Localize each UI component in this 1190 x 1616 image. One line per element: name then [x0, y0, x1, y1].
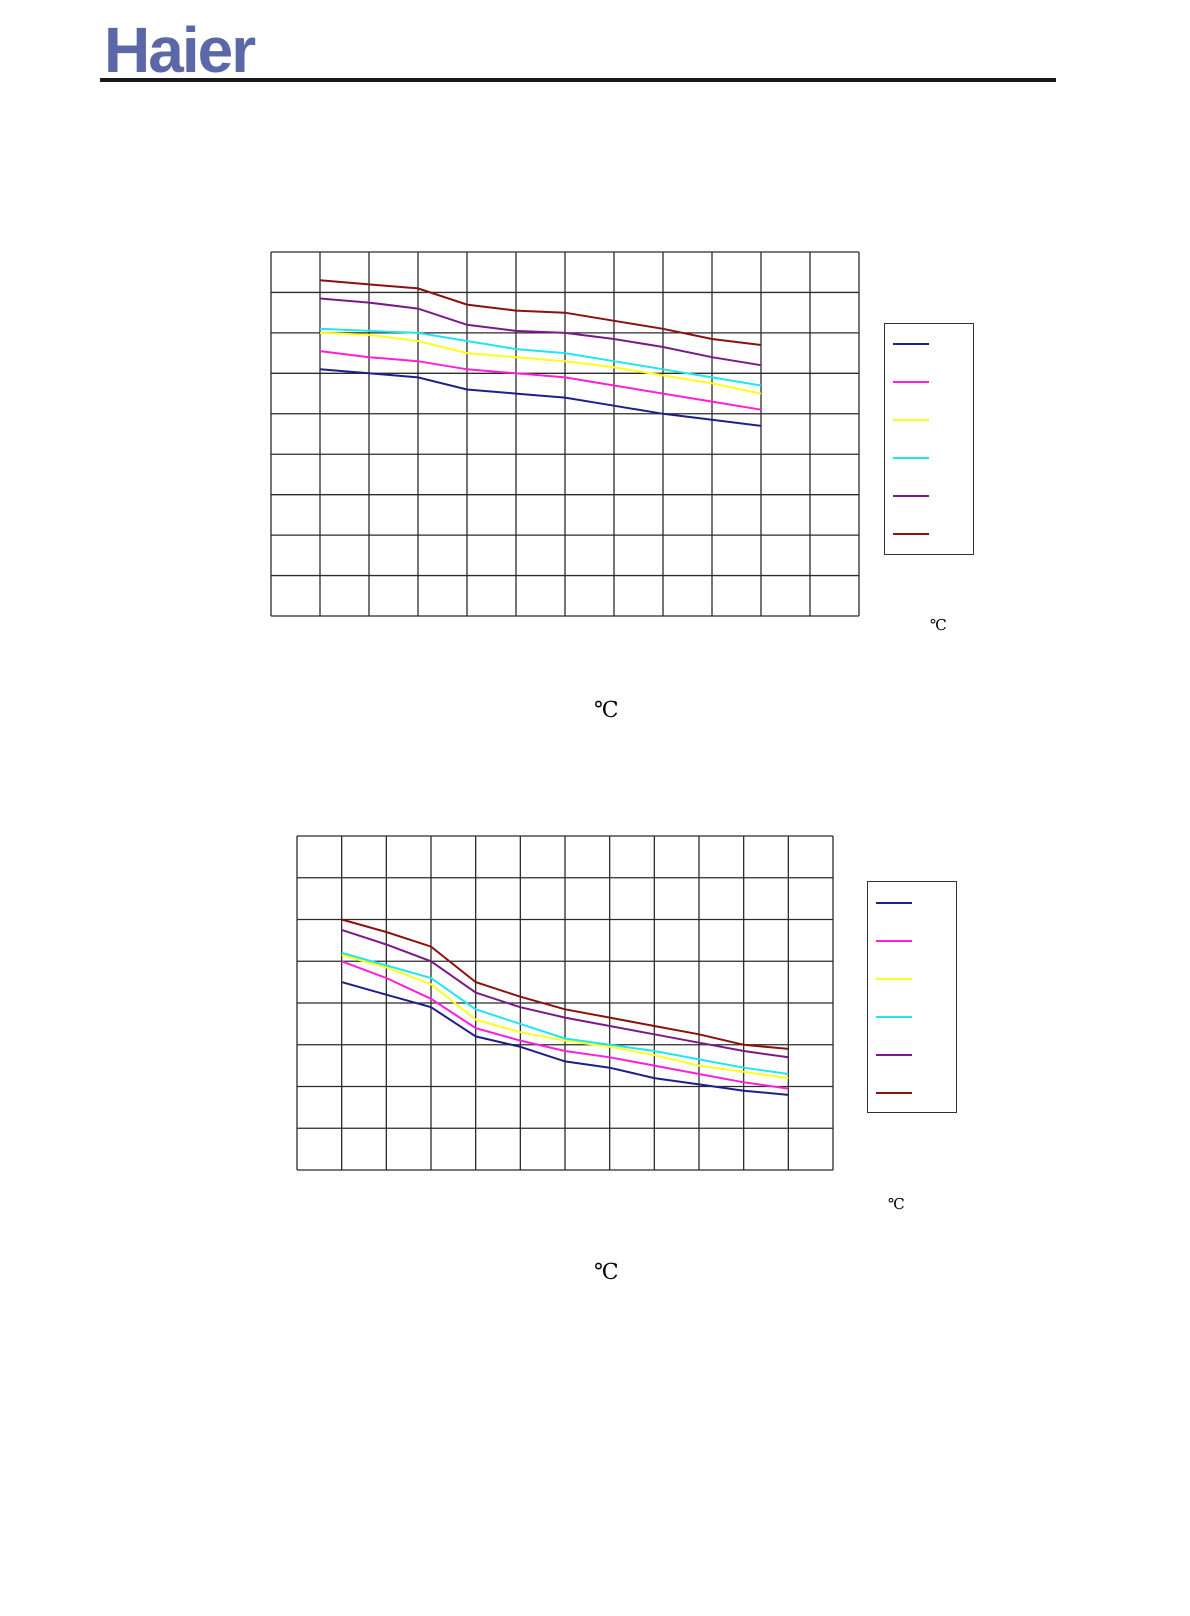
series-line-1 — [320, 369, 761, 426]
legend-swatch-3 — [893, 419, 929, 421]
legend-swatch-5 — [893, 495, 929, 497]
chart-2-unit-small: ℃ — [888, 1195, 905, 1213]
legend-swatch-6 — [876, 1092, 912, 1094]
chart-1-unit-small: ℃ — [930, 616, 947, 634]
haier-logo: Haier — [102, 18, 292, 82]
legend-swatch-5 — [876, 1054, 912, 1056]
legend-swatch-3 — [876, 978, 912, 980]
legend-swatch-1 — [876, 902, 912, 904]
series-line-3 — [320, 333, 761, 394]
chart-2-legend — [867, 881, 957, 1113]
chart-1-legend — [884, 323, 974, 555]
chart-2-unit-label: ℃ — [594, 1260, 619, 1285]
legend-swatch-6 — [893, 533, 929, 535]
logo-text: Haier — [104, 18, 255, 82]
legend-swatch-2 — [876, 940, 912, 942]
chart-grid — [271, 252, 859, 616]
legend-swatch-2 — [893, 381, 929, 383]
chart-1 — [0, 240, 1190, 630]
legend-swatch-1 — [893, 343, 929, 345]
chart-1-unit-label: ℃ — [594, 698, 619, 723]
legend-swatch-4 — [876, 1016, 912, 1018]
chart-grid — [297, 836, 833, 1170]
legend-swatch-4 — [893, 457, 929, 459]
chart-2 — [0, 820, 1190, 1180]
series-line-6 — [320, 280, 761, 345]
header-rule — [100, 78, 1056, 82]
